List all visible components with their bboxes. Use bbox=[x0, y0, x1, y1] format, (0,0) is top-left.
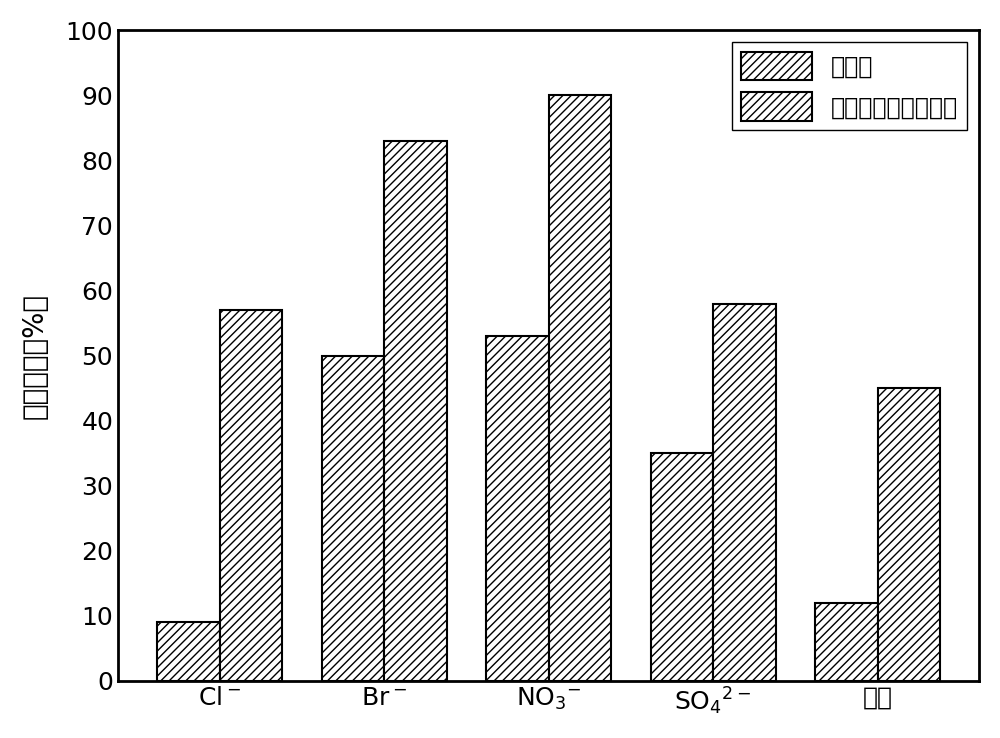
Y-axis label: 去除效率（%）: 去除效率（%） bbox=[21, 293, 49, 418]
Bar bbox=[157, 622, 220, 681]
Bar bbox=[384, 141, 447, 681]
Bar bbox=[549, 95, 611, 681]
Bar bbox=[815, 603, 878, 681]
Bar bbox=[486, 336, 549, 681]
Bar bbox=[322, 356, 384, 681]
Bar bbox=[713, 303, 776, 681]
Bar bbox=[878, 388, 940, 681]
Legend: 对照组, 含氧化还原活性物质: 对照组, 含氧化还原活性物质 bbox=[732, 42, 967, 131]
Bar bbox=[220, 310, 282, 681]
Bar bbox=[651, 453, 713, 681]
